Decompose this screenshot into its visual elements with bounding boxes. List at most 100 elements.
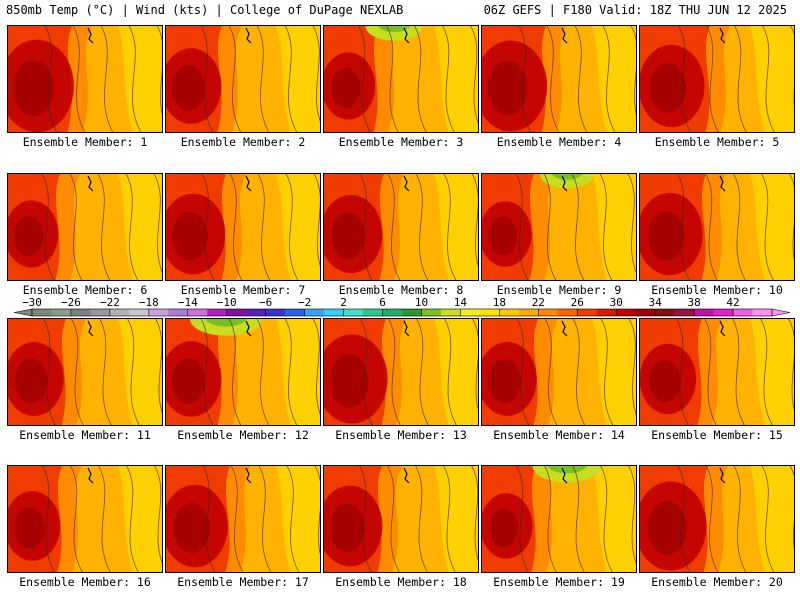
colorbar-segment — [304, 309, 325, 316]
temperature-map — [640, 319, 794, 425]
colorbar-segment — [187, 309, 208, 316]
colorbar-tick-label: −14 — [178, 296, 198, 309]
ensemble-panel-18 — [323, 465, 479, 573]
temperature-map — [166, 466, 320, 572]
temperature-colorbar: −30 −26 −22 −18 −14 −10 −6 −2 2 6 10 14 18 22 26 30 34 38… — [0, 296, 800, 320]
colorbar-segment — [538, 309, 559, 316]
ensemble-member-label: Ensemble Member: 12 — [177, 428, 309, 442]
ensemble-panel-17 — [165, 465, 321, 573]
ensemble-panel-10 — [639, 173, 795, 281]
ensemble-member-label: Ensemble Member: 18 — [335, 575, 467, 589]
colorbar-arrow-low — [13, 308, 33, 317]
colorbar-segment — [32, 309, 52, 316]
temperature-map — [166, 26, 320, 132]
temperature-map — [640, 26, 794, 132]
temperature-map — [482, 319, 636, 425]
colorbar-segment — [733, 309, 754, 316]
ensemble-panel-15 — [639, 318, 795, 426]
colorbar-segment — [226, 309, 247, 316]
ensemble-panel-13 — [323, 318, 479, 426]
ensemble-member-label: Ensemble Member: 15 — [651, 428, 783, 442]
ensemble-member-label: Ensemble Member: 6 — [22, 283, 148, 297]
colorbar-segment — [460, 309, 481, 316]
colorbar-segment — [479, 309, 500, 316]
temperature-map — [482, 466, 636, 572]
colorbar-tick-label: 6 — [379, 296, 386, 309]
colorbar-segment — [694, 309, 715, 316]
temperature-map — [8, 174, 162, 280]
colorbar-tick-label: 34 — [649, 296, 663, 309]
ensemble-panel-16 — [7, 465, 163, 573]
temperature-map — [8, 319, 162, 425]
ensemble-member-label: Ensemble Member: 20 — [651, 575, 783, 589]
colorbar-segment — [655, 309, 676, 316]
colorbar-tick-label: 14 — [454, 296, 468, 309]
colorbar-tick-label: −2 — [298, 296, 311, 309]
colorbar-segment — [752, 309, 773, 316]
colorbar-tick-label: 42 — [726, 296, 739, 309]
colorbar-segment — [616, 309, 637, 316]
colorbar-tick-label: 22 — [532, 296, 545, 309]
colorbar-tick-label: −26 — [61, 296, 81, 309]
ensemble-panel-20 — [639, 465, 795, 573]
temperature-map — [482, 26, 636, 132]
colorbar-segment — [129, 309, 150, 316]
colorbar-segment — [596, 309, 617, 316]
colorbar-tick-label: 18 — [493, 296, 506, 309]
ensemble-panel-4 — [481, 25, 637, 133]
ensemble-member-label: Ensemble Member: 13 — [335, 428, 467, 442]
colorbar-tick-label: 26 — [571, 296, 584, 309]
colorbar-segment — [674, 309, 695, 316]
ensemble-member-label: Ensemble Member: 17 — [177, 575, 309, 589]
colorbar-segment — [265, 309, 286, 316]
ensemble-panel-2 — [165, 25, 321, 133]
colorbar-tick-label: −10 — [217, 296, 237, 309]
colorbar-segment — [577, 309, 598, 316]
colorbar-tick-label: −22 — [100, 296, 120, 309]
colorbar-segment — [713, 309, 734, 316]
temperature-map — [324, 319, 478, 425]
colorbar-segment — [246, 309, 267, 316]
ensemble-member-label: Ensemble Member: 19 — [493, 575, 625, 589]
ensemble-panel-3 — [323, 25, 479, 133]
colorbar-segment — [363, 309, 384, 316]
ensemble-panel-9 — [481, 173, 637, 281]
colorbar-segment — [324, 309, 345, 316]
ensemble-member-label: Ensemble Member: 16 — [19, 575, 151, 589]
colorbar-tick-label: 30 — [610, 296, 623, 309]
temperature-map — [8, 466, 162, 572]
colorbar-segment — [499, 309, 520, 316]
colorbar-tick-label: −6 — [259, 296, 272, 309]
colorbar-segment — [518, 309, 539, 316]
ensemble-panel-11 — [7, 318, 163, 426]
colorbar-segment — [148, 309, 169, 316]
temperature-map — [166, 174, 320, 280]
colorbar-segment — [635, 309, 656, 316]
run-valid-time: 06Z GEFS | F180 Valid: 18Z THU JUN 12 20… — [483, 3, 787, 17]
colorbar-segment — [168, 309, 189, 316]
ensemble-member-label: Ensemble Member: 14 — [493, 428, 625, 442]
temperature-map — [324, 174, 478, 280]
colorbar-tick-label: −18 — [139, 296, 159, 309]
colorbar-segment — [285, 309, 306, 316]
colorbar-segment — [207, 309, 228, 316]
colorbar-segment — [343, 309, 364, 316]
ensemble-member-label: Ensemble Member: 4 — [496, 135, 622, 149]
temperature-map — [324, 466, 478, 572]
colorbar-graphic: −30 −26 −22 −18 −14 −10 −6 −2 2 6 10 14 18 22 26 30 34 38… — [13, 296, 791, 317]
ensemble-panel-1 — [7, 25, 163, 133]
colorbar-tick-label: 38 — [687, 296, 700, 309]
colorbar-segment — [109, 309, 130, 316]
chart-title: 850mb Temp (°C) | Wind (kts) | College o… — [6, 3, 404, 17]
temperature-map — [324, 26, 478, 132]
ensemble-member-label: Ensemble Member: 2 — [180, 135, 306, 149]
colorbar-tick-label: 10 — [415, 296, 428, 309]
ensemble-member-label: Ensemble Member: 5 — [654, 135, 780, 149]
temperature-map — [482, 174, 636, 280]
ensemble-panel-8 — [323, 173, 479, 281]
temperature-map — [166, 319, 320, 425]
ensemble-panel-5 — [639, 25, 795, 133]
ensemble-panel-19 — [481, 465, 637, 573]
temperature-map — [640, 174, 794, 280]
ensemble-panel-14 — [481, 318, 637, 426]
